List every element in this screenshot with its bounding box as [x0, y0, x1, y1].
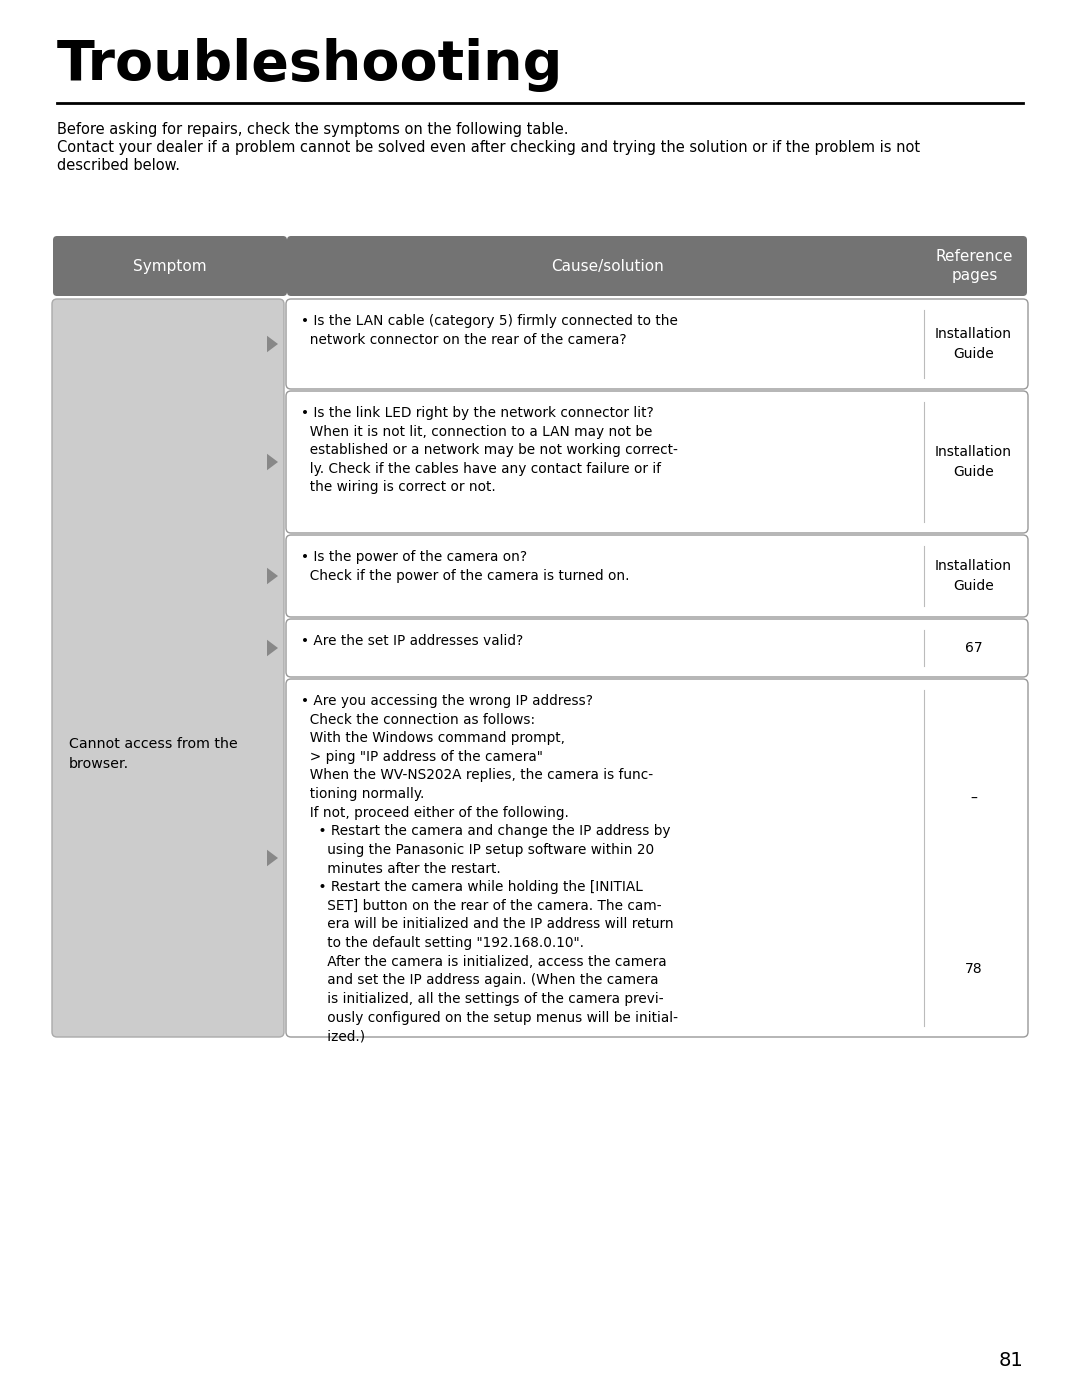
FancyBboxPatch shape	[286, 299, 1028, 389]
Text: Installation
Guide: Installation Guide	[935, 560, 1012, 593]
Text: Symptom: Symptom	[133, 259, 206, 273]
Text: –: –	[970, 792, 977, 806]
FancyBboxPatch shape	[287, 236, 928, 297]
FancyBboxPatch shape	[52, 299, 284, 1037]
FancyBboxPatch shape	[922, 236, 1027, 297]
Polygon shape	[267, 453, 278, 470]
Text: Reference
pages: Reference pages	[935, 249, 1013, 284]
FancyBboxPatch shape	[53, 236, 287, 297]
Text: Installation
Guide: Installation Guide	[935, 327, 1012, 361]
Polygon shape	[267, 849, 278, 866]
FancyBboxPatch shape	[286, 618, 1028, 677]
Text: • Is the LAN cable (category 5) firmly connected to the
  network connector on t: • Is the LAN cable (category 5) firmly c…	[301, 313, 678, 347]
Text: 78: 78	[964, 963, 983, 977]
Polygon shape	[267, 568, 278, 585]
Text: Contact your dealer if a problem cannot be solved even after checking and trying: Contact your dealer if a problem cannot …	[57, 140, 920, 155]
Text: described below.: described below.	[57, 158, 180, 173]
Text: Installation
Guide: Installation Guide	[935, 445, 1012, 478]
FancyBboxPatch shape	[286, 679, 1028, 1037]
Text: 81: 81	[998, 1351, 1023, 1370]
FancyBboxPatch shape	[286, 390, 1028, 533]
Text: • Are the set IP addresses valid?: • Are the set IP addresses valid?	[301, 634, 523, 648]
Text: Before asking for repairs, check the symptoms on the following table.: Before asking for repairs, check the sym…	[57, 122, 568, 137]
Polygon shape	[267, 639, 278, 656]
Text: Cause/solution: Cause/solution	[551, 259, 664, 273]
Text: Troubleshooting: Troubleshooting	[57, 38, 564, 92]
Polygon shape	[267, 336, 278, 353]
FancyBboxPatch shape	[286, 534, 1028, 617]
Text: • Is the power of the camera on?
  Check if the power of the camera is turned on: • Is the power of the camera on? Check i…	[301, 550, 630, 582]
Text: Cannot access from the
browser.: Cannot access from the browser.	[69, 737, 238, 771]
Text: 67: 67	[964, 641, 983, 655]
Text: • Is the link LED right by the network connector lit?
  When it is not lit, conn: • Is the link LED right by the network c…	[301, 406, 678, 494]
Text: • Are you accessing the wrong IP address?
  Check the connection as follows:
  W: • Are you accessing the wrong IP address…	[301, 694, 678, 1044]
